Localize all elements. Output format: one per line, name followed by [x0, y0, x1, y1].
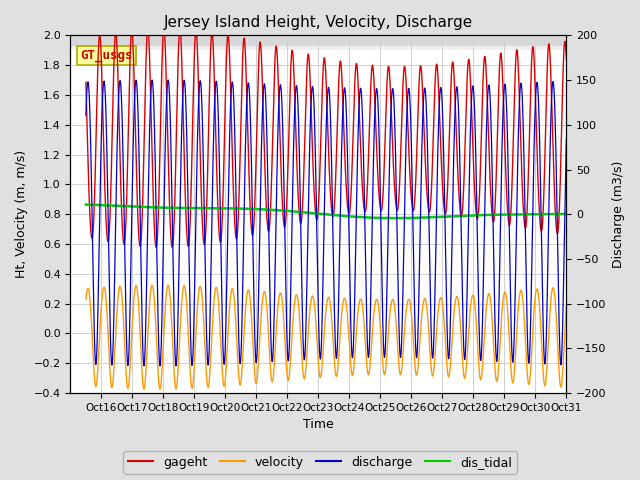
gageht	[555, 221, 563, 227]
dis_tidal	[267, 207, 275, 213]
dis_tidal	[502, 212, 510, 217]
discharge	[267, 339, 275, 345]
discharge	[555, 297, 563, 303]
gageht	[564, 101, 572, 107]
discharge	[148, 77, 156, 83]
velocity	[82, 297, 90, 302]
velocity	[166, 290, 173, 296]
Title: Jersey Island Height, Velocity, Discharge: Jersey Island Height, Velocity, Discharg…	[164, 15, 473, 30]
dis_tidal	[137, 204, 145, 210]
velocity	[156, 386, 164, 392]
Text: GT_usgs: GT_usgs	[80, 49, 133, 62]
gageht	[288, 48, 296, 54]
X-axis label: Time: Time	[303, 419, 333, 432]
discharge	[503, 108, 511, 114]
dis_tidal	[288, 208, 296, 214]
velocity	[503, 297, 511, 303]
dis_tidal	[82, 202, 90, 207]
Line: velocity: velocity	[86, 285, 568, 389]
discharge	[82, 112, 90, 118]
Bar	[70, 36, 566, 50]
discharge	[156, 363, 164, 369]
discharge	[137, 253, 145, 259]
gageht	[82, 79, 90, 85]
velocity	[137, 346, 145, 351]
velocity	[148, 282, 156, 288]
Y-axis label: Discharge (m3/s): Discharge (m3/s)	[612, 160, 625, 268]
dis_tidal	[555, 211, 563, 217]
gageht	[503, 192, 511, 198]
velocity	[555, 361, 563, 367]
dis_tidal	[166, 205, 173, 211]
Line: dis_tidal: dis_tidal	[86, 204, 568, 218]
Legend: gageht, velocity, discharge, dis_tidal: gageht, velocity, discharge, dis_tidal	[123, 451, 517, 474]
gageht	[168, 244, 176, 250]
dis_tidal	[392, 215, 399, 221]
gageht	[166, 205, 173, 211]
dis_tidal	[564, 211, 572, 217]
Line: discharge: discharge	[86, 80, 568, 366]
discharge	[564, 91, 572, 97]
Bar	[70, 36, 566, 46]
gageht	[160, 25, 168, 31]
gageht	[267, 194, 275, 200]
discharge	[166, 100, 173, 106]
gageht	[137, 240, 145, 245]
velocity	[564, 288, 572, 294]
Line: gageht: gageht	[86, 28, 568, 247]
discharge	[288, 227, 296, 232]
velocity	[288, 335, 296, 340]
velocity	[267, 372, 275, 378]
Y-axis label: Ht, Velocity (m, m/s): Ht, Velocity (m, m/s)	[15, 150, 28, 278]
